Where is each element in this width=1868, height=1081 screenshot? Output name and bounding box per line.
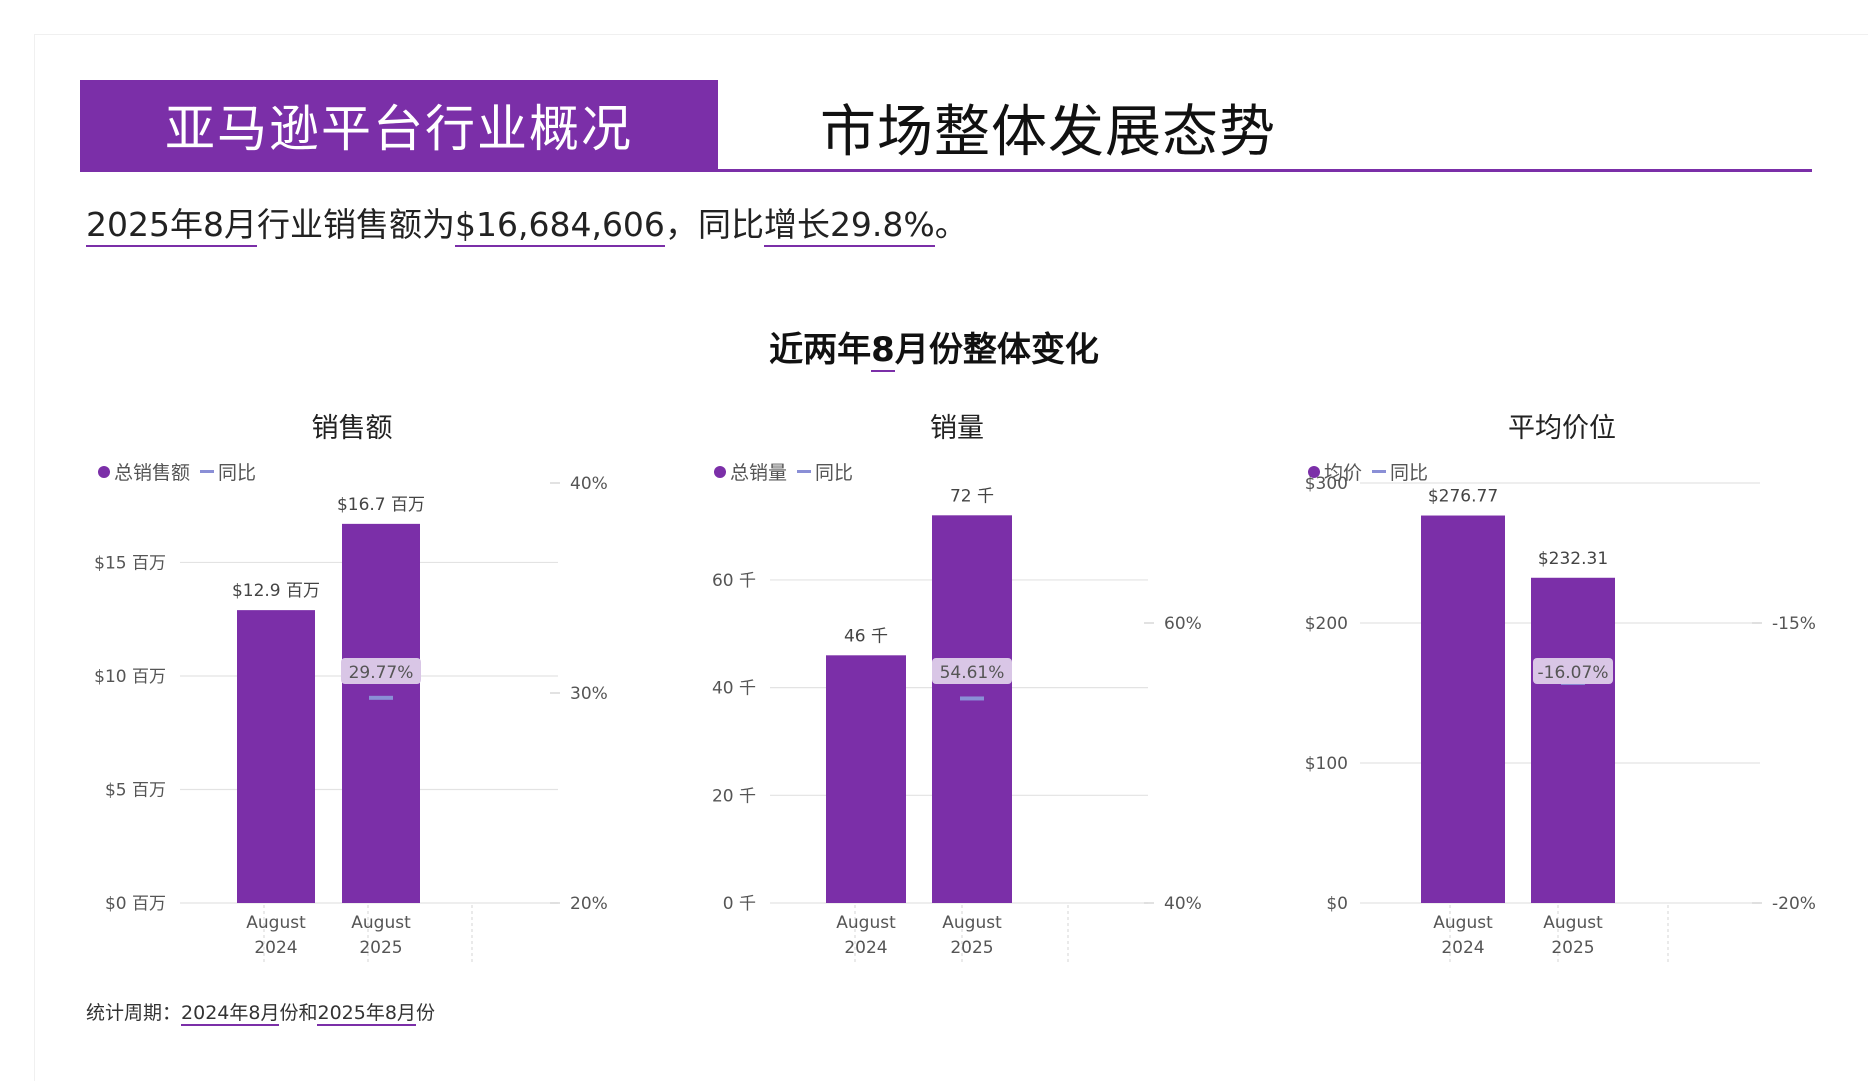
legend-line-label: 同比 — [1390, 462, 1429, 484]
x-tick-label: 2025 — [359, 938, 402, 958]
bar — [237, 610, 315, 903]
section-title: 近两年8月份整体变化 — [0, 322, 1868, 372]
legend-bar-swatch — [714, 465, 726, 478]
x-tick-label: 2025 — [1551, 938, 1594, 958]
legend-line-swatch — [1372, 470, 1387, 473]
section-title-p1: 近两年 — [769, 330, 872, 370]
y-tick-label: 20 千 — [712, 786, 756, 806]
yoy-label: 29.77% — [349, 663, 414, 683]
x-tick-label: 2024 — [844, 938, 887, 958]
y2-tick-label: -20% — [1772, 894, 1816, 914]
footer-date-2: 2025年8月 — [317, 1002, 416, 1026]
y2-tick-label: 30% — [570, 684, 608, 704]
x-tick-label: August — [351, 913, 411, 933]
legend-sales: 总销售额 同比 — [98, 458, 256, 485]
y-tick-label: $0 — [1326, 894, 1348, 914]
page-title: 市场整体发展态势 — [820, 99, 1276, 165]
y-tick-label: 0 千 — [723, 894, 756, 914]
footer-date-1: 2024年8月 — [181, 1002, 280, 1026]
y-tick-label: $15 百万 — [94, 553, 166, 573]
banner-text: 亚马逊平台行业概况 — [165, 100, 633, 158]
x-tick-label: August — [836, 913, 896, 933]
chart-title-avg-price: 平均价位 — [1508, 413, 1616, 444]
bar-value-label: $12.9 百万 — [232, 581, 320, 601]
yoy-marker — [960, 696, 984, 701]
y-tick-label: $100 — [1305, 754, 1348, 774]
x-tick-label: August — [942, 913, 1002, 933]
y-tick-label: $200 — [1305, 614, 1348, 634]
legend-line-label: 同比 — [815, 462, 854, 484]
yoy-label-bg — [1533, 658, 1613, 684]
summary-end: 。 — [934, 205, 968, 244]
bar — [1421, 515, 1505, 903]
footer-period: 统计周期：2024年8月份和2025年8月份 — [86, 998, 435, 1026]
y-tick-label: 40 千 — [712, 679, 756, 699]
bar — [826, 655, 906, 903]
legend-bar-label: 总销售额 — [114, 462, 191, 484]
bar-value-label: 46 千 — [844, 626, 888, 646]
y2-tick-label: 20% — [570, 894, 608, 914]
summary-sales-value: $16,684,606 — [454, 205, 665, 247]
summary-label: 行业销售额为 — [256, 205, 455, 244]
chart-title-volume: 销量 — [930, 413, 984, 444]
section-title-p2: 8 — [871, 330, 895, 372]
yoy-label-bg — [341, 658, 421, 684]
y-tick-label: 60 千 — [712, 571, 756, 591]
summary-connector: ，同比 — [664, 205, 764, 244]
legend-volume: 总销量 同比 — [714, 458, 853, 485]
y-tick-label: $300 — [1305, 474, 1348, 494]
chart-title-sales: 销售额 — [311, 413, 393, 444]
legend-bar-swatch — [1308, 465, 1320, 478]
legend-bar-label: 均价 — [1324, 462, 1363, 484]
title-divider — [80, 169, 1812, 172]
bar — [932, 515, 1012, 903]
x-tick-label: 2025 — [950, 938, 993, 958]
y2-tick-label: -15% — [1772, 614, 1816, 634]
summary-text: 2025年8月行业销售额为$16,684,606，同比增长29.8%。 — [86, 198, 968, 247]
yoy-label: 54.61% — [940, 663, 1005, 683]
legend-avg-price: 均价 同比 — [1308, 458, 1428, 485]
summary-growth: 增长29.8% — [763, 205, 935, 247]
legend-line-swatch — [200, 470, 215, 473]
section-title-p3: 月份整体变化 — [894, 330, 1099, 370]
legend-bar-swatch — [98, 465, 110, 478]
x-tick-label: August — [1433, 913, 1493, 933]
bar-value-label: $232.31 — [1538, 549, 1608, 569]
y-tick-label: $10 百万 — [94, 667, 166, 687]
x-tick-label: 2024 — [254, 938, 297, 958]
x-tick-label: August — [246, 913, 306, 933]
bar-value-label: $16.7 百万 — [337, 495, 425, 515]
y-tick-label: $5 百万 — [105, 780, 166, 800]
legend-bar-label: 总销量 — [730, 462, 788, 484]
legend-line-swatch — [797, 470, 812, 473]
x-tick-label: 2024 — [1441, 938, 1484, 958]
y2-tick-label: 40% — [570, 474, 608, 494]
category-banner: 亚马逊平台行业概况 — [80, 80, 718, 170]
yoy-marker — [369, 695, 393, 700]
yoy-label-bg — [932, 658, 1012, 684]
y2-tick-label: 60% — [1164, 614, 1202, 634]
x-tick-label: August — [1543, 913, 1603, 933]
footer-prefix: 统计周期： — [86, 1002, 182, 1024]
bar — [1531, 577, 1615, 903]
legend-line-label: 同比 — [218, 462, 257, 484]
bar-value-label: $276.77 — [1428, 487, 1498, 507]
bar-value-label: 72 千 — [950, 486, 994, 506]
bar — [342, 523, 420, 903]
summary-date: 2025年8月 — [86, 205, 257, 247]
footer-suffix: 份 — [415, 1002, 435, 1024]
y-tick-label: $0 百万 — [105, 894, 166, 914]
y2-tick-label: 40% — [1164, 894, 1202, 914]
footer-mid: 份和 — [279, 1002, 318, 1024]
yoy-label: -16.07% — [1538, 663, 1609, 683]
